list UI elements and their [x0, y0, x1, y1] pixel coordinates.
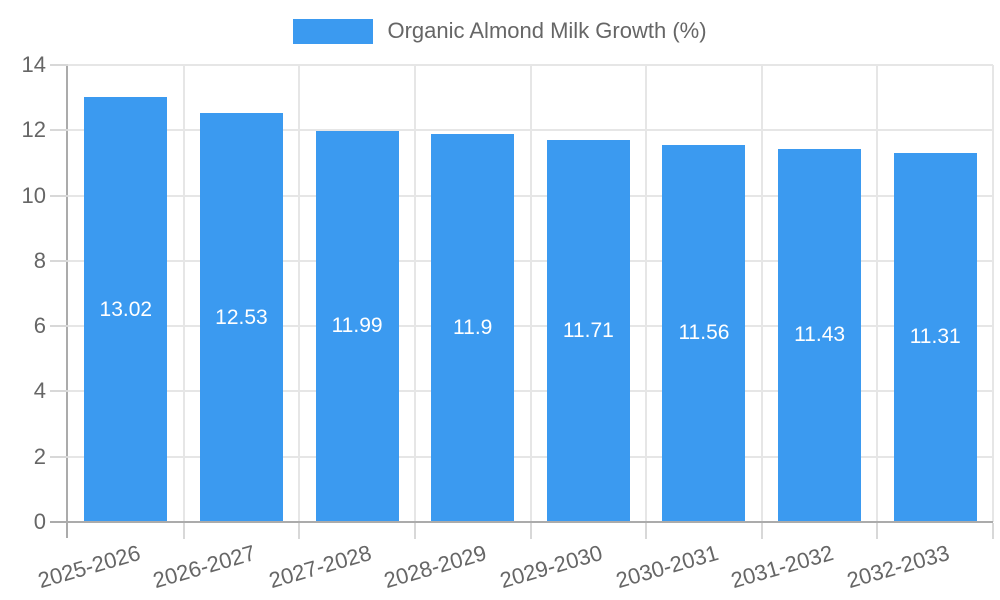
y-axis-tick-label: 2 [33, 443, 46, 469]
x-axis-tick-label: 2030-2031 [612, 540, 721, 594]
y-axis-line [66, 65, 68, 538]
gridline-v [645, 65, 648, 522]
bar-value-label: 11.56 [678, 321, 730, 345]
gridline-v [992, 65, 994, 522]
gridline-v [298, 65, 301, 522]
y-axis-tick-label: 0 [33, 509, 46, 534]
legend-swatch [293, 18, 374, 44]
x-axis-tick-label: 2027-2028 [265, 540, 374, 594]
x-axis-tick-mark [992, 523, 994, 539]
bar[interactable]: 11.99 [315, 130, 399, 522]
y-axis-tick-label: 10 [21, 182, 46, 208]
bar[interactable]: 11.71 [546, 139, 630, 522]
bar-value-label: 11.99 [331, 314, 383, 338]
legend: Organic Almond Milk Growth (%) [0, 18, 1000, 44]
x-axis-tick-label: 2032-2033 [844, 540, 953, 594]
y-axis-tick-mark [50, 455, 68, 458]
x-axis-tick-mark [529, 523, 532, 539]
bar[interactable]: 11.43 [778, 148, 862, 522]
bar-value-label: 11.31 [909, 325, 961, 349]
x-axis-tick-mark [298, 523, 301, 539]
x-axis-line [50, 521, 993, 523]
y-axis-tick-label: 8 [33, 247, 46, 273]
x-axis-tick-mark [413, 523, 416, 539]
x-axis-tick-mark [876, 523, 879, 539]
x-axis-tick-label: 2026-2027 [150, 540, 259, 594]
bar[interactable]: 11.31 [893, 152, 977, 522]
y-axis-tick-label: 4 [33, 378, 46, 404]
gridline-v [760, 65, 763, 522]
gridline-v [182, 65, 185, 522]
y-axis-tick-mark [50, 325, 68, 328]
legend-item[interactable]: Organic Almond Milk Growth (%) [293, 18, 707, 44]
bar-value-label: 12.53 [215, 305, 268, 329]
x-axis-tick-label: 2029-2030 [497, 540, 606, 594]
bar-value-label: 11.71 [562, 318, 614, 342]
x-axis-tick-label: 2025-2026 [34, 540, 143, 594]
x-axis-tick-mark [645, 523, 648, 539]
y-axis-tick-mark [50, 64, 68, 66]
gridline-v [529, 65, 532, 522]
gridline-v [413, 65, 416, 522]
legend-label: Organic Almond Milk Growth (%) [387, 18, 707, 43]
bar-value-label: 13.02 [99, 297, 153, 321]
plot-area: 13.02 12.53 11.99 11.9 11.71 11.56 11.43 11.31 [68, 64, 994, 522]
bar-value-label: 11.9 [453, 315, 493, 339]
x-axis-tick-label: 2031-2032 [728, 540, 837, 594]
bar-value-label: 11.43 [794, 323, 846, 347]
x-axis-tick-label: 2028-2029 [381, 540, 490, 594]
y-axis-tick-mark [50, 129, 68, 132]
y-axis-tick-label: 14 [21, 52, 46, 77]
x-axis-tick-mark [182, 523, 185, 539]
y-axis-tick-label: 12 [21, 117, 46, 143]
x-axis-tick-mark [760, 523, 763, 539]
bar[interactable]: 12.53 [199, 113, 283, 522]
gridline-v [876, 65, 879, 522]
y-axis-tick-label: 6 [33, 313, 46, 339]
bar[interactable]: 13.02 [84, 97, 168, 522]
y-axis-tick-mark [50, 259, 68, 262]
bar[interactable]: 11.56 [662, 144, 746, 522]
y-axis-tick-mark [50, 194, 68, 197]
y-axis-tick-mark [50, 390, 68, 393]
bar[interactable]: 11.9 [431, 133, 515, 522]
